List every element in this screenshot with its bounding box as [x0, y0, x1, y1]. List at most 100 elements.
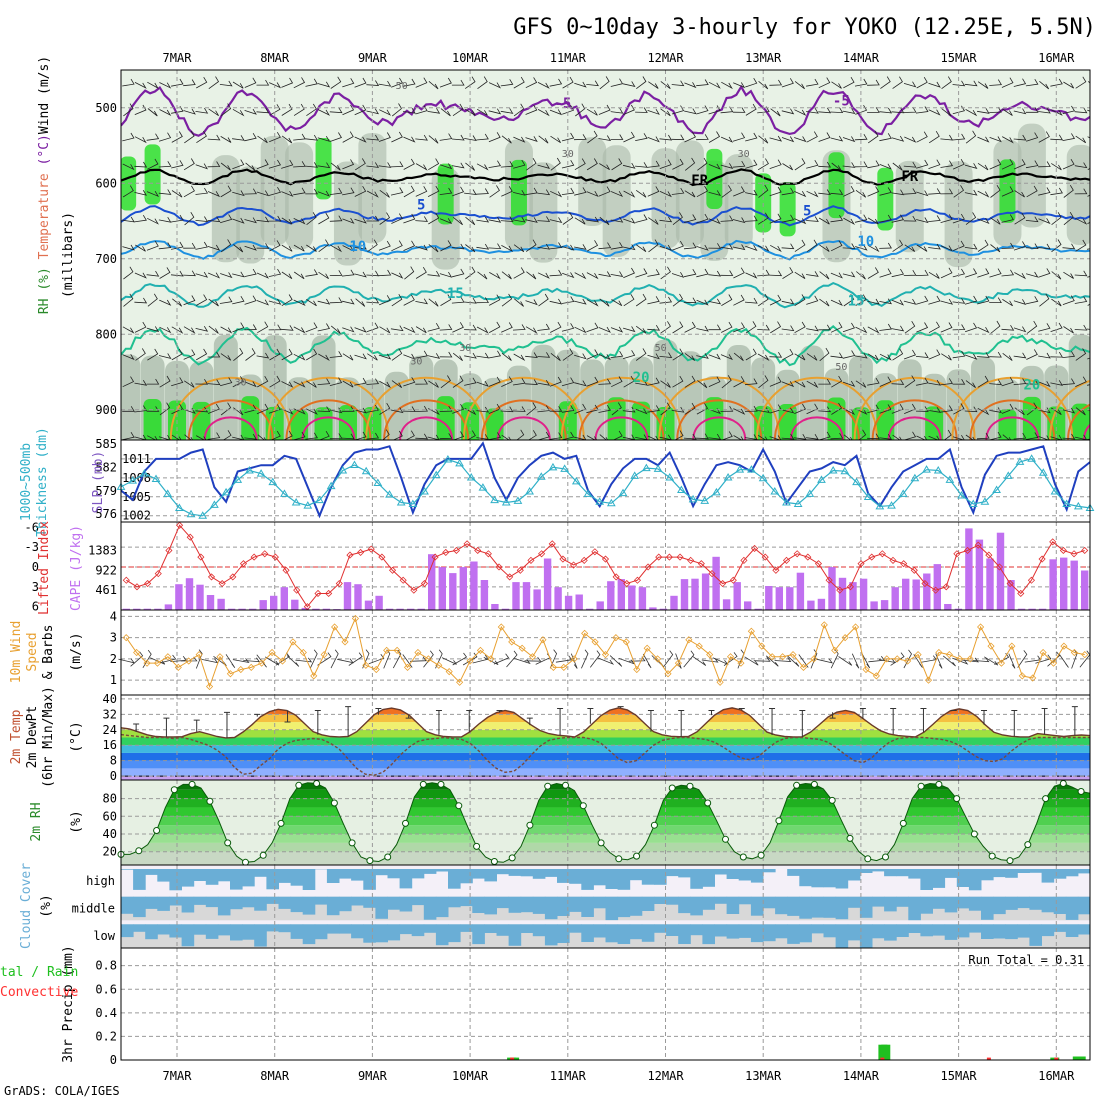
wind-barb	[452, 216, 463, 226]
cloud-ylabel-part: Cloud Cover	[19, 863, 34, 949]
wind-barb	[744, 405, 758, 412]
wind-speed-point	[612, 634, 620, 642]
lifted-tick: -3	[25, 540, 39, 554]
wind-barb	[635, 189, 647, 198]
wind-barb	[183, 380, 195, 388]
wind-barb	[451, 296, 465, 304]
rh-point	[615, 855, 623, 863]
wind-barb	[904, 244, 916, 252]
wind-barb	[1001, 324, 1015, 331]
wind-speed-point	[185, 657, 193, 665]
wind-barb	[867, 353, 879, 361]
wind-barb	[183, 185, 195, 198]
wind-barb	[964, 406, 978, 413]
rh-point	[562, 781, 569, 789]
wind-barb	[879, 163, 892, 170]
max-temp-whisker	[193, 719, 200, 732]
wind-barb	[123, 293, 134, 307]
rh-point	[473, 842, 481, 850]
wind-barb	[867, 326, 880, 334]
wind-barb	[318, 239, 329, 253]
wind-tick: 3	[110, 631, 117, 645]
wind-barb	[1038, 243, 1051, 250]
wind-barb	[305, 348, 318, 361]
wind-barb	[342, 78, 355, 88]
wind-barb	[916, 190, 929, 197]
wind-barb	[782, 163, 794, 171]
cloud-bar	[799, 924, 812, 943]
wind-barb	[378, 80, 392, 87]
cloud-bar	[544, 869, 558, 877]
contour-label: 15	[848, 294, 865, 310]
max-temp-whisker	[1011, 709, 1018, 737]
wind-speed-point	[226, 670, 234, 678]
wind-barb	[269, 348, 281, 361]
wind-barb	[366, 378, 380, 385]
wind-barb	[208, 298, 219, 307]
wind-barb	[427, 107, 441, 114]
wind-barb	[586, 190, 599, 198]
wind-barb	[293, 431, 306, 440]
wind-barb	[867, 130, 879, 144]
wind-barb	[1062, 433, 1076, 440]
wind-barb	[891, 403, 904, 414]
wind-barb	[867, 160, 880, 169]
slp-tick: 1011	[122, 452, 151, 466]
wind-barb	[378, 132, 391, 142]
cloud-bar	[763, 924, 776, 942]
rh-point	[1006, 857, 1014, 865]
max-temp-whisker	[1041, 708, 1048, 735]
rh-point	[366, 857, 374, 865]
warm-contour	[365, 376, 488, 440]
wind-barb	[415, 163, 428, 171]
wind-barb	[1013, 378, 1027, 386]
surface-wind-barb	[942, 655, 956, 667]
wind-barb	[977, 326, 990, 334]
wind-barb	[476, 243, 490, 250]
wind-barb	[1038, 268, 1051, 278]
wind-barb	[733, 322, 745, 333]
wind-barb	[232, 271, 245, 278]
wind-speed-point	[476, 646, 485, 654]
wind-barb	[428, 244, 439, 253]
wind-barb	[233, 244, 244, 253]
wind-barb	[256, 243, 270, 249]
wind-speed-point	[966, 655, 974, 663]
wind-barb	[158, 216, 172, 223]
lifted-point	[357, 548, 365, 557]
wind-barb	[574, 403, 587, 414]
wind-barb	[928, 159, 941, 169]
cloud-bar	[1017, 869, 1030, 873]
wind-barb	[916, 295, 929, 305]
cape-bar	[944, 604, 952, 610]
cape-tick: 922	[95, 563, 117, 577]
wind-barb	[122, 244, 135, 251]
wind-speed-point	[195, 651, 203, 659]
date-label-bottom: 14MAR	[843, 1069, 880, 1083]
wind-barb	[635, 268, 648, 278]
max-temp-whisker	[254, 713, 261, 717]
wind-barb	[1013, 108, 1027, 115]
rh-point	[526, 821, 534, 829]
wind-barb	[245, 348, 256, 361]
thickness-point	[233, 475, 243, 483]
wind-barb	[561, 132, 575, 142]
wind-barb	[232, 108, 245, 117]
surface-wind-barb	[692, 656, 707, 666]
cape-bar	[796, 572, 805, 610]
wind-speed-point	[403, 663, 412, 671]
wind-barb	[574, 158, 586, 171]
wind-barb	[342, 353, 354, 361]
wind-barb	[806, 159, 819, 169]
wind-barb	[940, 378, 953, 386]
cape-bar	[459, 567, 467, 610]
lifted-point	[197, 553, 205, 561]
wind-barb	[721, 294, 733, 306]
wind-barb	[477, 76, 488, 90]
wind-barb	[916, 76, 928, 89]
cloud-bar	[763, 869, 776, 873]
temperature-contour	[121, 324, 1090, 367]
rh-point	[419, 780, 427, 788]
wind-barb	[781, 243, 795, 250]
